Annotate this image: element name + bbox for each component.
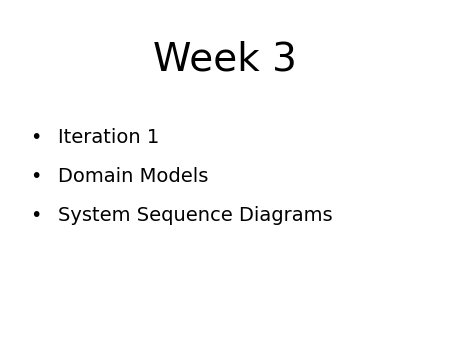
Text: Iteration 1: Iteration 1 — [58, 128, 160, 147]
Text: Week 3: Week 3 — [153, 41, 297, 78]
Text: •: • — [30, 128, 42, 147]
Text: •: • — [30, 167, 42, 186]
Text: System Sequence Diagrams: System Sequence Diagrams — [58, 206, 333, 225]
Text: Domain Models: Domain Models — [58, 167, 209, 186]
Text: •: • — [30, 206, 42, 225]
